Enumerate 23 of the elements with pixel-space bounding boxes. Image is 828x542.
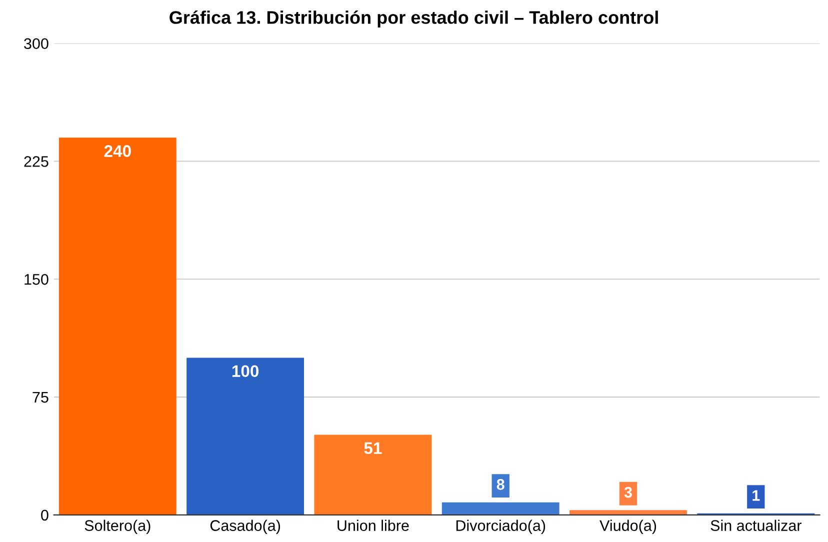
data-label: 51 (364, 442, 382, 454)
data-label: 1 (752, 490, 760, 501)
bar (314, 434, 432, 515)
y-tick-label: 150 (24, 274, 48, 285)
data-label: 3 (624, 486, 632, 498)
y-tick-label: 225 (24, 156, 48, 167)
y-tick-label: 75 (32, 392, 48, 403)
data-label: 100 (232, 365, 259, 378)
x-tick-label: Union libre (338, 520, 409, 531)
y-tick-label: 0 (41, 510, 48, 521)
chart-title: Gráfica 13. Distribución por estado civil – Tablero control (170, 10, 658, 28)
x-tick-label: Sin actualizar (710, 520, 802, 531)
bar (58, 138, 176, 515)
data-label: 8 (496, 479, 504, 490)
x-tick-label: Viudo(a) (600, 520, 656, 534)
bar (442, 502, 560, 515)
bar (186, 358, 304, 515)
x-tick-label: Casado(a) (210, 520, 280, 534)
x-tick-label: Divorciado(a) (456, 520, 546, 534)
bar (570, 510, 687, 515)
y-tick-label: 300 (24, 38, 48, 50)
data-label: 240 (104, 145, 131, 157)
x-tick-label: Soltero(a) (84, 520, 150, 534)
